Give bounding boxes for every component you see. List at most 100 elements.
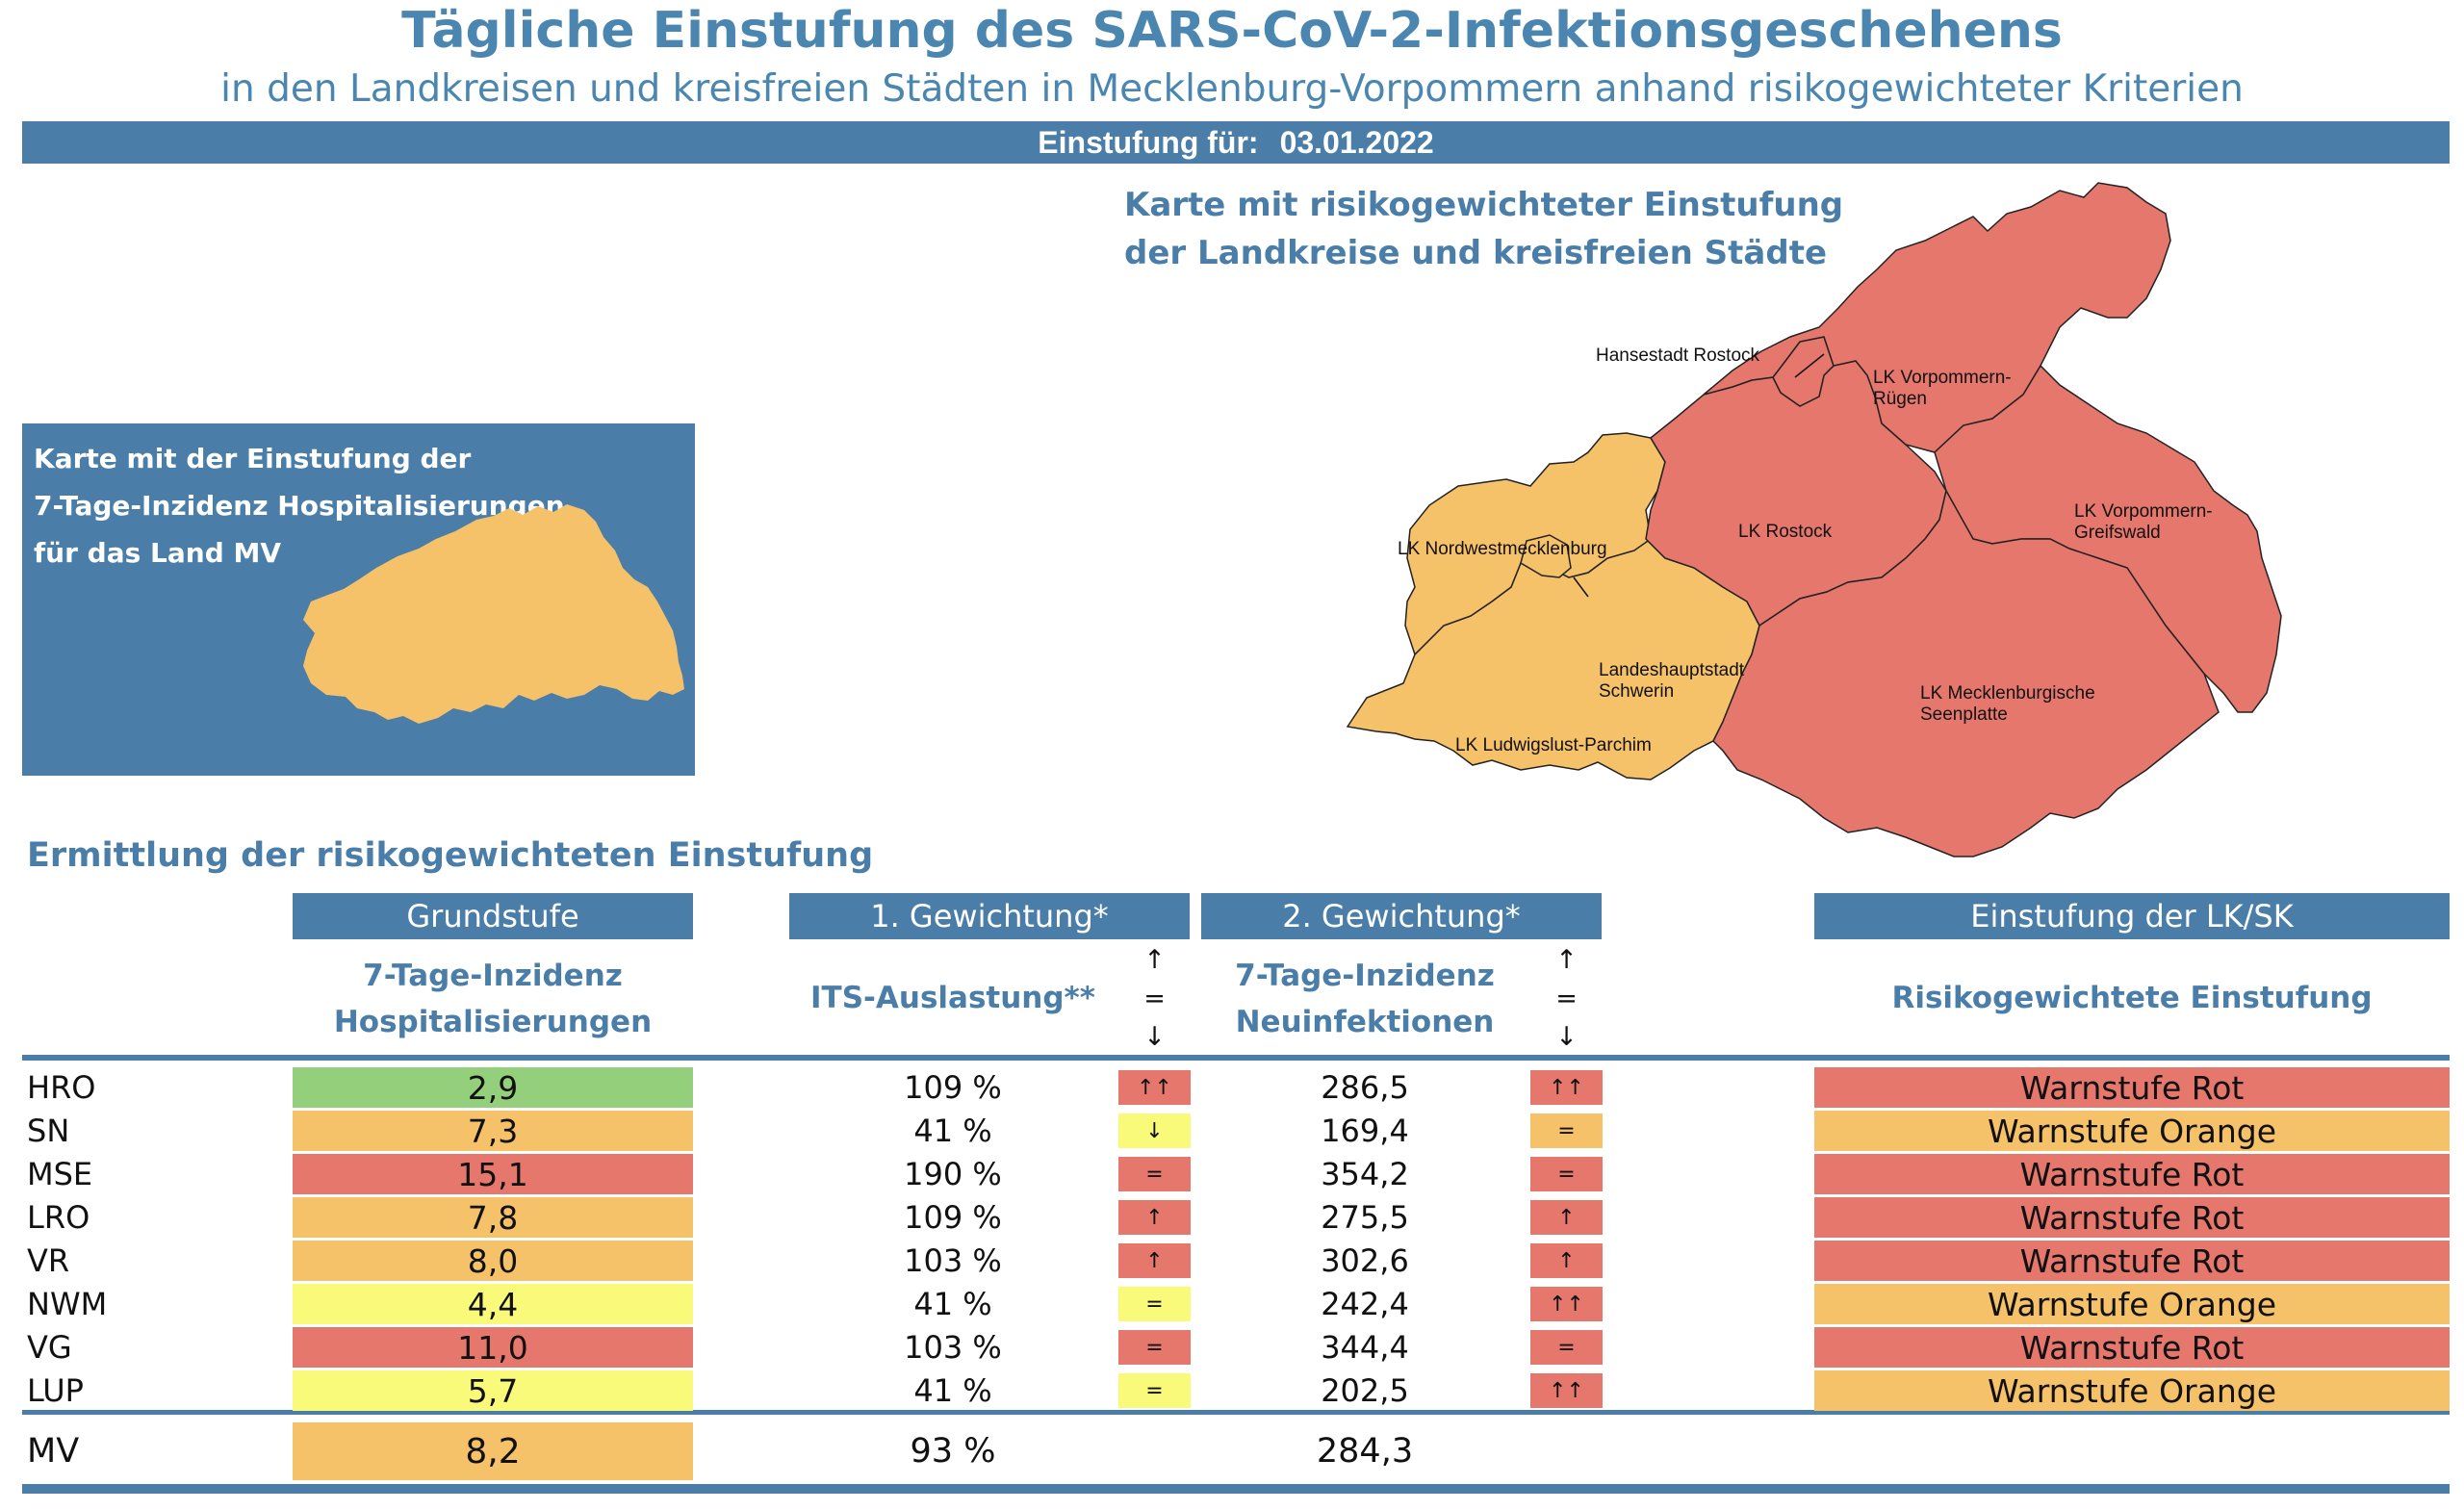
subhead-neuinfektionen: 7-Tage-Inzidenz Neuinfektionen	[1235, 959, 1495, 1039]
map-label-nwm: LK Nordwestmecklenburg	[1398, 539, 1607, 559]
row-its-indicator: =	[1118, 1330, 1191, 1365]
row-hospitalisierung-value: 8,0	[293, 1241, 693, 1281]
table-top-rule	[22, 1055, 2450, 1061]
page-title: Tägliche Einstufung des SARS-CoV-2-Infek…	[401, 2, 2063, 60]
map-label-sn-2: Schwerin	[1599, 681, 1674, 702]
row-neuinfektionen-value: 242,4	[1321, 1286, 1409, 1322]
row-its-value: 109 %	[904, 1069, 1002, 1106]
row-neuinfektionen-value: 354,2	[1321, 1156, 1409, 1192]
row-result-badge: Warnstufe Orange	[1814, 1111, 2450, 1151]
table-mv-rule	[22, 1410, 2450, 1415]
row-result-badge: Warnstufe Orange	[1814, 1284, 2450, 1324]
table-row-vr: VR 8,0 103 % ↑ 302,6 ↑ Warnstufe Rot	[0, 1241, 2464, 1281]
row-neuinfektionen-value: 302,6	[1321, 1242, 1409, 1279]
row-hospitalisierung-value: 5,7	[293, 1370, 693, 1411]
map-label-sn-1: Landeshauptstadt	[1599, 660, 1745, 680]
table-row-hro: HRO 2,9 109 % ↑↑ 286,5 ↑↑ Warnstufe Rot	[0, 1067, 2464, 1108]
map-label-vg-1: LK Vorpommern-	[2074, 501, 2213, 522]
row-neuinfektionen-indicator: ↑	[1530, 1243, 1603, 1278]
col-header-gewichtung-2: 2. Gewichtung*	[1201, 893, 1602, 939]
row-its-indicator: ↑↑	[1118, 1070, 1191, 1105]
row-its-value: 103 %	[904, 1329, 1002, 1366]
row-its-indicator: =	[1118, 1157, 1191, 1191]
row-hospitalisierung-value: 15,1	[293, 1154, 693, 1194]
row-its-value: 109 %	[904, 1199, 1002, 1236]
table-row-sn: SN 7,3 41 % ↓ 169,4 = Warnstufe Orange	[0, 1111, 2464, 1151]
row-abbr: VR	[27, 1242, 70, 1279]
mv-state-shape	[303, 504, 684, 724]
row-neuinfektionen-indicator: ↑↑	[1530, 1070, 1603, 1105]
table-bottom-rule	[22, 1484, 2450, 1494]
row-result-badge: Warnstufe Rot	[1814, 1327, 2450, 1368]
row-neuinfektionen-value: 284,3	[1316, 1432, 1414, 1471]
sn-label-line	[1573, 576, 1589, 598]
map-region-sn	[1520, 534, 1572, 578]
col-header-einstufung: Einstufung der LK/SK	[1814, 893, 2450, 939]
row-its-value: 41 %	[913, 1113, 992, 1149]
map-label-lup: LK Ludwigslust-Parchim	[1455, 735, 1652, 755]
row-neuinfektionen-indicator: ↑	[1530, 1200, 1603, 1235]
row-hospitalisierung-value: 7,3	[293, 1111, 693, 1151]
map-label-mse-1: LK Mecklenburgische	[1920, 683, 2095, 704]
row-result-badge: Warnstufe Orange	[1814, 1370, 2450, 1411]
district-map-title: Karte mit risikogewichteter Einstufung d…	[1124, 186, 1844, 272]
date-label: Einstufung für:	[1038, 124, 1259, 160]
row-neuinfektionen-indicator: ↑↑	[1530, 1373, 1603, 1408]
row-its-indicator: =	[1118, 1373, 1191, 1408]
map-label-vg-2: Greifswald	[2074, 523, 2161, 543]
row-its-value: 93 %	[910, 1432, 996, 1471]
map-label-vr-2: Rügen	[1873, 389, 1927, 409]
mv-state-map	[303, 504, 684, 724]
mv-hospitalization-map-box: Karte mit der Einstufung der 7-Tage-Inzi…	[22, 423, 695, 776]
table-row-mse: MSE 15,1 190 % = 354,2 = Warnstufe Rot	[0, 1154, 2464, 1194]
row-neuinfektionen-indicator: =	[1530, 1157, 1603, 1191]
row-abbr: VG	[27, 1329, 72, 1366]
date-bar: Einstufung für: 03.01.2022	[22, 121, 2450, 164]
row-neuinfektionen-value: 275,5	[1321, 1199, 1409, 1236]
row-neuinfektionen-value: 286,5	[1321, 1069, 1409, 1106]
row-abbr: LUP	[27, 1372, 84, 1409]
row-hospitalisierung-value: 7,8	[293, 1197, 693, 1238]
col-header-gewichtung-1: 1. Gewichtung*	[789, 893, 1190, 939]
section-title: Ermittlung der risikogewichteten Einstuf…	[27, 836, 874, 875]
row-its-indicator: ↑	[1118, 1243, 1191, 1278]
row-neuinfektionen-value: 169,4	[1321, 1113, 1409, 1149]
row-abbr: MSE	[27, 1156, 93, 1192]
row-hospitalisierung-value: 11,0	[293, 1327, 693, 1368]
row-abbr: NWM	[27, 1286, 108, 1322]
row-neuinfektionen-indicator: =	[1530, 1330, 1603, 1365]
row-result-badge: Warnstufe Rot	[1814, 1241, 2450, 1281]
arrow-legend-1: ↑ = ↓	[1143, 945, 1166, 1052]
row-result-badge: Warnstufe Rot	[1814, 1154, 2450, 1194]
row-abbr: SN	[27, 1113, 70, 1149]
map-label-hro: Hansestadt Rostock	[1596, 346, 1760, 366]
row-result-badge: Warnstufe Rot	[1814, 1197, 2450, 1238]
map-region-vr	[1703, 182, 2171, 453]
table-row-nwm: NWM 4,4 41 % = 242,4 ↑↑ Warnstufe Orange	[0, 1284, 2464, 1324]
row-its-value: 103 %	[904, 1242, 1002, 1279]
table-row-lro: LRO 7,8 109 % ↑ 275,5 ↑ Warnstufe Rot	[0, 1197, 2464, 1238]
table-row-vg: VG 11,0 103 % = 344,4 = Warnstufe Rot	[0, 1327, 2464, 1368]
row-its-value: 41 %	[913, 1286, 992, 1322]
row-result-badge: Warnstufe Rot	[1814, 1067, 2450, 1108]
table-row-mv: MV 8,2 93 % 284,3	[0, 1422, 2464, 1480]
hro-label-line	[1794, 353, 1825, 378]
date-value: 03.01.2022	[1279, 124, 1434, 160]
row-neuinfektionen-value: 202,5	[1321, 1372, 1409, 1409]
subhead-hospitalisierungen: 7-Tage-Inzidenz Hospitalisierungen	[333, 959, 653, 1039]
subhead-its: ITS-Auslastung**	[810, 981, 1095, 1015]
subhead-result: Risikogewichtete Einstufung	[1891, 981, 2373, 1015]
mv-map-title: Karte mit der Einstufung der 7-Tage-Inzi…	[34, 443, 565, 569]
district-risk-map: Hansestadt Rostock LK Vorpommern- Rügen …	[1346, 182, 2282, 857]
row-hospitalisierung-value: 8,2	[293, 1422, 693, 1480]
row-neuinfektionen-value: 344,4	[1321, 1329, 1409, 1366]
row-abbr: HRO	[27, 1069, 96, 1106]
row-its-indicator: ↑	[1118, 1200, 1191, 1235]
row-its-indicator: =	[1118, 1287, 1191, 1321]
row-neuinfektionen-indicator: ↑↑	[1530, 1287, 1603, 1321]
table-row-lup: LUP 5,7 41 % = 202,5 ↑↑ Warnstufe Orange	[0, 1370, 2464, 1411]
row-its-value: 190 %	[904, 1156, 1002, 1192]
row-its-indicator: ↓	[1118, 1113, 1191, 1148]
col-header-grundstufe: Grundstufe	[293, 893, 693, 939]
map-region-mse	[1712, 488, 2220, 857]
